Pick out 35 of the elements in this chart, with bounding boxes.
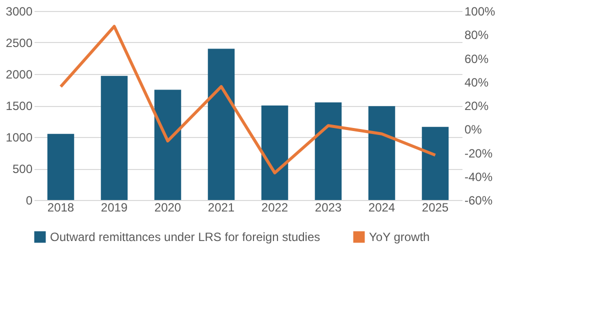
y2-tick-label: -20% xyxy=(464,146,493,160)
y-tick-label: 1000 xyxy=(6,130,33,144)
y2-tick-label: 0% xyxy=(464,122,482,137)
line-series xyxy=(59,24,437,174)
y-tick-label: 3000 xyxy=(6,4,33,18)
y2-tick-label: 60% xyxy=(464,52,489,66)
y2-tick-label: 40% xyxy=(464,75,489,90)
bar xyxy=(208,48,235,200)
bar xyxy=(154,90,182,200)
x-tick-label: 2019 xyxy=(100,200,128,214)
x-tick-label: 2022 xyxy=(261,200,288,214)
x-tick-label: 2020 xyxy=(154,200,182,214)
bar xyxy=(368,106,396,200)
legend-label: YoY growth xyxy=(369,230,430,244)
y2-tick-label: 100% xyxy=(464,4,496,18)
bar xyxy=(47,134,74,200)
y-tick-label: 1500 xyxy=(6,99,33,113)
bar xyxy=(261,106,288,200)
y-tick-label: 2000 xyxy=(6,68,33,82)
legend-label: Outward remittances under LRS for foreign studies xyxy=(50,230,320,244)
y-tick-label: 0 xyxy=(26,194,33,208)
x-tick-label: 2023 xyxy=(314,200,342,214)
bar xyxy=(100,76,128,200)
y2-tick-label: 20% xyxy=(464,99,489,113)
y2-tick-label: -40% xyxy=(464,170,493,184)
y-tick-label: 500 xyxy=(12,162,33,176)
bar xyxy=(422,126,449,200)
y-tick-label: 2500 xyxy=(6,36,33,50)
x-tick-label: 2018 xyxy=(47,200,74,214)
bar xyxy=(314,102,342,200)
y2-tick-label: 80% xyxy=(464,28,489,42)
y2-tick-label: -60% xyxy=(464,194,493,208)
x-tick-label: 2021 xyxy=(208,200,235,214)
x-tick-label: 2024 xyxy=(368,200,396,214)
x-tick-label: 2025 xyxy=(422,200,449,214)
